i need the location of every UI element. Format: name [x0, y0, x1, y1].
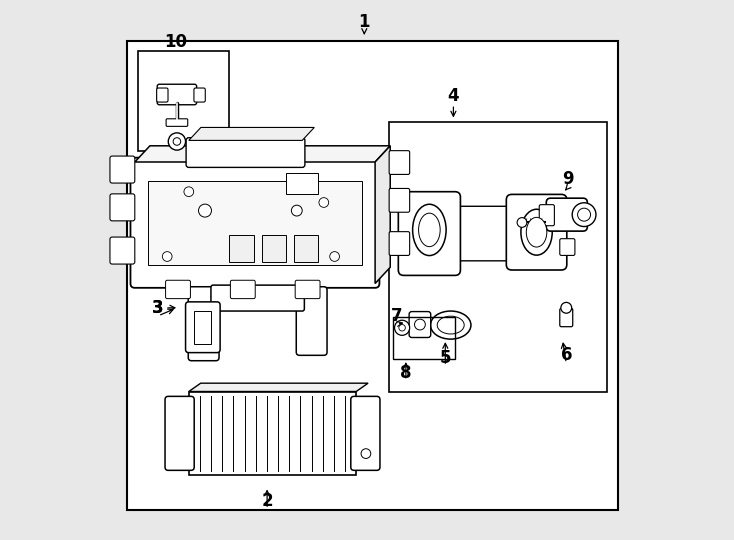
Polygon shape — [189, 127, 314, 140]
Polygon shape — [135, 146, 390, 162]
FancyBboxPatch shape — [389, 232, 410, 255]
Polygon shape — [189, 383, 368, 392]
FancyBboxPatch shape — [156, 88, 168, 102]
FancyBboxPatch shape — [297, 287, 327, 355]
Bar — [388, 122, 607, 392]
FancyBboxPatch shape — [188, 287, 219, 361]
Bar — [229, 235, 254, 262]
FancyBboxPatch shape — [399, 192, 460, 275]
FancyBboxPatch shape — [506, 194, 567, 270]
Circle shape — [319, 198, 329, 207]
Circle shape — [330, 252, 339, 261]
FancyBboxPatch shape — [539, 205, 554, 226]
Bar — [148, 181, 362, 265]
Circle shape — [291, 205, 302, 216]
Circle shape — [578, 208, 591, 221]
Ellipse shape — [526, 217, 547, 247]
Circle shape — [573, 202, 596, 227]
Polygon shape — [375, 146, 390, 284]
FancyBboxPatch shape — [230, 280, 255, 299]
FancyBboxPatch shape — [165, 396, 195, 470]
FancyBboxPatch shape — [211, 285, 305, 311]
Circle shape — [395, 320, 410, 335]
Circle shape — [162, 252, 172, 261]
Circle shape — [561, 302, 572, 313]
Text: 2: 2 — [261, 492, 273, 510]
Bar — [294, 235, 319, 262]
FancyBboxPatch shape — [194, 88, 206, 102]
FancyBboxPatch shape — [110, 237, 135, 264]
Bar — [286, 173, 319, 194]
FancyBboxPatch shape — [166, 119, 188, 126]
FancyBboxPatch shape — [409, 312, 431, 338]
Text: 9: 9 — [562, 170, 574, 188]
Ellipse shape — [521, 209, 552, 255]
FancyBboxPatch shape — [560, 208, 574, 223]
FancyBboxPatch shape — [186, 138, 305, 167]
Bar — [137, 51, 229, 151]
Ellipse shape — [430, 311, 471, 339]
FancyBboxPatch shape — [295, 280, 320, 299]
FancyBboxPatch shape — [166, 280, 190, 299]
Circle shape — [173, 138, 181, 145]
Ellipse shape — [413, 204, 446, 255]
Circle shape — [198, 204, 211, 217]
Bar — [127, 40, 618, 510]
Circle shape — [415, 319, 425, 330]
Text: 3: 3 — [152, 299, 164, 317]
Ellipse shape — [437, 316, 464, 334]
Text: 10: 10 — [164, 33, 186, 51]
FancyBboxPatch shape — [560, 308, 573, 327]
FancyBboxPatch shape — [560, 239, 575, 255]
Bar — [195, 310, 211, 344]
FancyBboxPatch shape — [546, 198, 587, 231]
Bar — [262, 235, 286, 262]
Circle shape — [168, 133, 186, 150]
Text: 4: 4 — [448, 87, 459, 105]
FancyBboxPatch shape — [186, 302, 220, 353]
Text: 7: 7 — [391, 307, 402, 325]
FancyBboxPatch shape — [351, 396, 380, 470]
Text: 3: 3 — [152, 299, 164, 317]
Circle shape — [399, 325, 405, 331]
Text: 8: 8 — [400, 363, 412, 382]
Bar — [189, 392, 356, 475]
Text: 6: 6 — [561, 346, 572, 364]
FancyBboxPatch shape — [110, 194, 135, 221]
FancyBboxPatch shape — [389, 188, 410, 212]
FancyBboxPatch shape — [131, 158, 379, 288]
Text: 1: 1 — [358, 12, 370, 31]
FancyBboxPatch shape — [389, 151, 410, 174]
FancyBboxPatch shape — [157, 84, 197, 105]
Circle shape — [184, 187, 194, 197]
FancyBboxPatch shape — [110, 156, 135, 183]
Text: 5: 5 — [440, 349, 451, 367]
Ellipse shape — [418, 213, 440, 247]
FancyBboxPatch shape — [448, 206, 519, 261]
Bar — [393, 317, 455, 359]
Circle shape — [361, 449, 371, 458]
Circle shape — [517, 218, 527, 227]
